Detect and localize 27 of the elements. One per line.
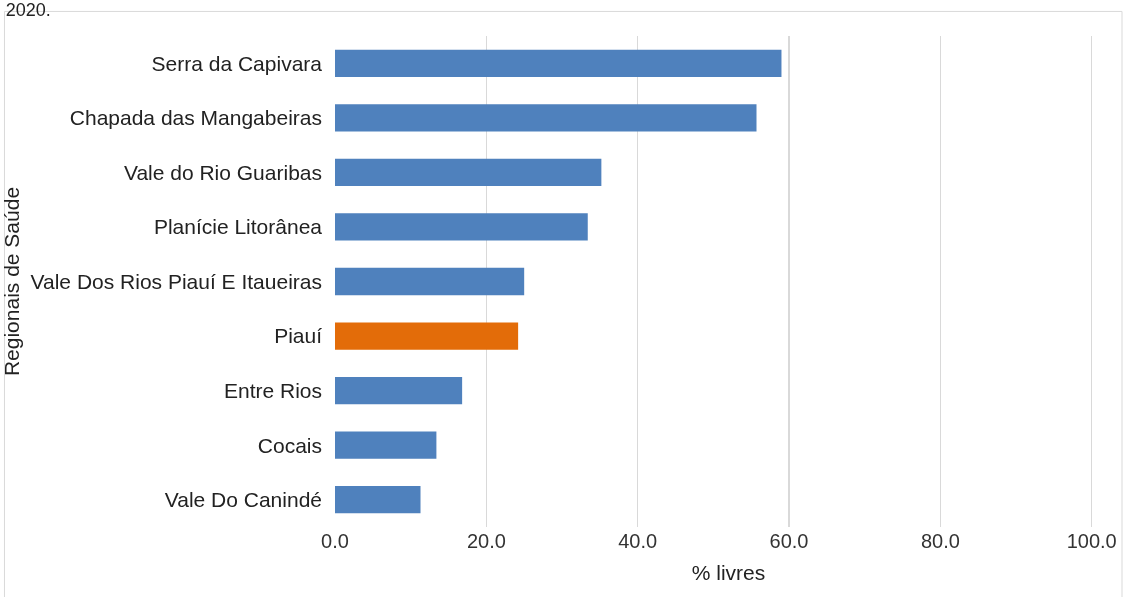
bar [335, 158, 602, 187]
y-tick-label: Planície Litorânea [153, 215, 323, 239]
x-tick-label: 100.0 [1066, 530, 1117, 552]
bar [335, 267, 525, 296]
bar [335, 104, 757, 132]
y-axis-title: Regionais de Saúde [0, 186, 23, 377]
x-tick-label: 20.0 [466, 530, 506, 552]
y-tick-label: Vale do Rio Guaribas [123, 160, 322, 184]
bar [335, 322, 519, 350]
y-tick-label: Vale Do Canindé [164, 488, 322, 512]
bar [335, 49, 782, 77]
bar [335, 213, 588, 241]
x-tick-label: 0.0 [321, 530, 349, 552]
y-tick-label: Vale Dos Rios Piauí E Itaueiras [30, 269, 322, 293]
y-tick-label: Chapada das Mangabeiras [69, 106, 322, 130]
y-tick-label: Entre Rios [223, 378, 322, 402]
y-tick-label: Cocais [257, 433, 322, 457]
bar [335, 486, 421, 514]
bar [335, 376, 463, 405]
bar [335, 431, 437, 459]
x-tick-label: 80.0 [920, 530, 960, 552]
text: 2020. [5, 0, 51, 20]
x-axis-title: % livres [691, 561, 766, 585]
y-tick-label: Piauí [274, 324, 323, 348]
x-tick-label: 40.0 [618, 530, 658, 552]
x-tick-label: 60.0 [769, 530, 809, 552]
y-tick-label: Serra da Capivara [151, 51, 323, 75]
